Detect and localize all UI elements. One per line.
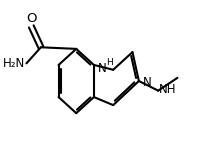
Text: NH: NH (159, 83, 177, 95)
Text: N: N (98, 63, 107, 75)
Text: H: H (106, 58, 112, 67)
Text: N: N (143, 76, 152, 89)
Text: O: O (26, 12, 37, 25)
Text: H₂N: H₂N (3, 57, 25, 70)
